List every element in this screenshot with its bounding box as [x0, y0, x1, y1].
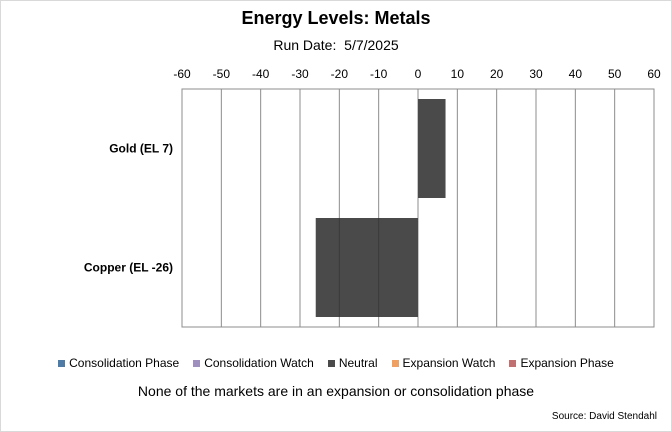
x-tick-label: 20 [490, 67, 504, 81]
x-tick-label: -20 [331, 67, 349, 81]
x-tick-label: 50 [608, 67, 622, 81]
x-tick-label: -60 [173, 67, 191, 81]
bar-1 [315, 218, 418, 317]
x-tick-label: 60 [647, 67, 661, 81]
legend-label: Consolidation Watch [204, 356, 314, 370]
x-tick-label: 10 [451, 67, 465, 81]
legend: Consolidation Phase Consolidation Watch Ne… [1, 356, 671, 370]
category-label: Gold (EL 7) [109, 142, 173, 156]
x-tick-label: 40 [569, 67, 583, 81]
x-tick-label: -40 [252, 67, 270, 81]
legend-swatch [509, 359, 517, 367]
x-tick-label: 30 [529, 67, 543, 81]
legend-item-consolidation-phase: Consolidation Phase [58, 356, 179, 370]
chart-note: None of the markets are in an expansion … [137, 383, 535, 399]
run-date-value: 5/7/2025 [344, 37, 399, 53]
run-date-line: Run Date: 5/7/2025 [1, 37, 671, 53]
legend-swatch [193, 359, 201, 367]
legend-label: Expansion Phase [520, 356, 614, 370]
source-credit: Source: David Stendahl [551, 411, 657, 422]
x-tick-label: -50 [213, 67, 231, 81]
x-tick-label: -30 [291, 67, 309, 81]
run-date-label: Run Date: [273, 37, 337, 53]
legend-item-expansion-phase: Expansion Phase [509, 356, 614, 370]
legend-swatch [327, 359, 335, 367]
legend-swatch [391, 359, 399, 367]
legend-item-neutral: Neutral [327, 356, 378, 370]
legend-item-consolidation-watch: Consolidation Watch [193, 356, 314, 370]
legend-label: Expansion Watch [402, 356, 496, 370]
legend-label: Neutral [338, 356, 378, 370]
bar-0 [418, 99, 446, 198]
legend-item-expansion-watch: Expansion Watch [391, 356, 496, 370]
chart-title: Energy Levels: Metals [241, 8, 431, 28]
legend-label: Consolidation Phase [69, 356, 180, 370]
category-label: Copper (EL -26) [84, 261, 173, 275]
x-tick-label: -10 [370, 67, 388, 81]
legend-swatch [58, 359, 66, 367]
x-tick-label: 0 [415, 67, 422, 81]
